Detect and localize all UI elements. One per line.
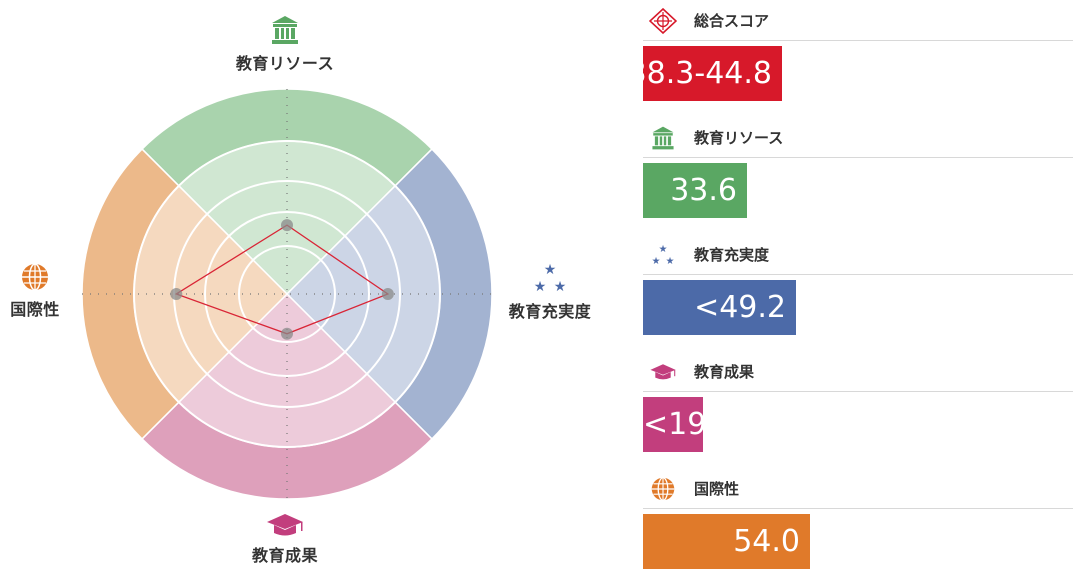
- axis-international-label: 国際性: [10, 300, 60, 319]
- metric-value: 33.6: [670, 173, 737, 208]
- bank-icon: [272, 16, 298, 44]
- metric-header: 教育成果: [643, 351, 1073, 392]
- metric-overall: 総合スコア 38.3-44.8: [628, 0, 1073, 116]
- metric-header: 教育リソース: [643, 117, 1073, 158]
- graduation-cap-icon: [267, 514, 303, 536]
- stars-icon: ★ ★ ★: [534, 262, 567, 295]
- data-point-right: [381, 288, 394, 300]
- svg-text:★: ★: [544, 262, 557, 278]
- svg-text:★: ★: [666, 256, 675, 267]
- grid-ring: [204, 211, 370, 377]
- globe-icon: [651, 477, 675, 501]
- metric-header: 総合スコア: [643, 0, 1073, 41]
- stars-icon: ★ ★ ★: [652, 244, 675, 267]
- data-point-bottom: [281, 327, 293, 340]
- metric-bar: [643, 46, 782, 101]
- data-point-left: [170, 288, 183, 300]
- metric-bar: [643, 280, 796, 335]
- metric-outcomes: 教育成果 <19.4: [643, 351, 1073, 467]
- metric-label: 総合スコア: [694, 12, 770, 30]
- axis-resources: 教育リソース: [200, 14, 370, 74]
- metric-bar: [643, 514, 810, 569]
- metric-label: 教育リソース: [694, 129, 784, 147]
- metric-label: 教育充実度: [694, 246, 770, 264]
- globe-icon: [22, 263, 48, 291]
- metric-resources: 教育リソース 33.6: [643, 117, 1073, 233]
- grid-ring: [133, 140, 441, 448]
- metric-label: 教育成果: [694, 363, 755, 381]
- metric-bar: [643, 163, 747, 218]
- metric-value: 38.3-44.8: [627, 56, 772, 91]
- axis-international: 国際性: [0, 262, 70, 320]
- target-icon: [649, 8, 677, 34]
- grid-ring: [238, 245, 336, 343]
- svg-text:★: ★: [652, 256, 661, 267]
- axis-outcomes: 教育成果: [200, 512, 370, 566]
- metric-international: 国際性 54.0: [643, 468, 1073, 584]
- axis-engagement-label: 教育充実度: [508, 302, 592, 321]
- svg-text:★: ★: [534, 279, 547, 294]
- data-point-top: [281, 219, 293, 232]
- metric-header: ★ ★ ★ 教育充実度: [643, 234, 1073, 275]
- graduation-cap-icon: [650, 364, 676, 380]
- metric-label: 国際性: [694, 480, 740, 498]
- axis-resources-label: 教育リソース: [235, 54, 335, 73]
- axis-outcomes-label: 教育成果: [251, 546, 318, 565]
- metric-value: <49.2: [694, 290, 786, 325]
- metric-value: 54.0: [733, 524, 800, 559]
- score-panel: 総合スコア 38.3-44.8 教育リソース 33.6 ★ ★ ★: [628, 0, 1073, 580]
- svg-text:★: ★: [659, 244, 668, 255]
- bank-icon: [652, 126, 674, 150]
- svg-text:★: ★: [554, 279, 567, 294]
- metric-header: 国際性: [643, 468, 1073, 509]
- metric-value: <19.4: [643, 407, 735, 442]
- radar-chart: [81, 88, 493, 500]
- metric-engagement: ★ ★ ★ 教育充実度 <49.2: [643, 234, 1073, 350]
- axis-engagement: ★ ★ ★ 教育充実度: [495, 262, 605, 322]
- metric-bar: [643, 397, 703, 452]
